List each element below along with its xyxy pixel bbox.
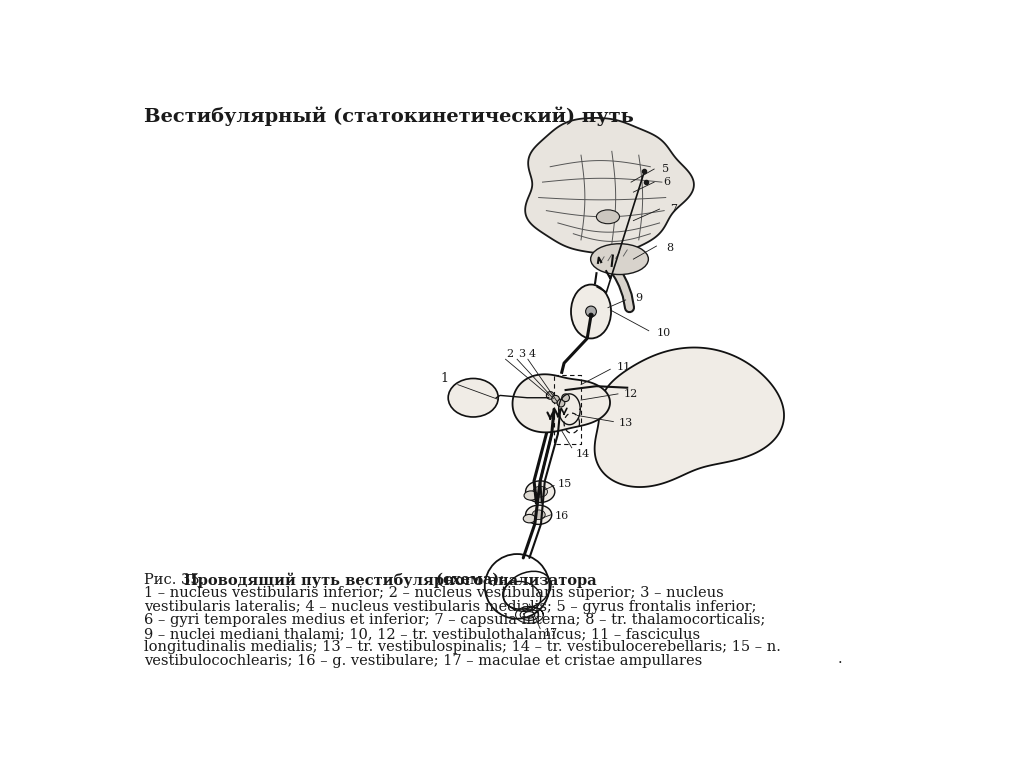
Ellipse shape	[532, 510, 545, 519]
Circle shape	[557, 400, 565, 407]
Ellipse shape	[591, 244, 648, 275]
Circle shape	[586, 306, 596, 317]
Ellipse shape	[596, 210, 620, 224]
Polygon shape	[525, 118, 694, 254]
Text: 16: 16	[555, 512, 569, 522]
Text: 6: 6	[664, 177, 671, 187]
Text: 9 – nuclei mediani thalami; 10, 12 – tr. vestibulothalamicus; 11 – fasciculus: 9 – nuclei mediani thalami; 10, 12 – tr.…	[144, 627, 700, 640]
Text: vestibulocochlearis; 16 – g. vestibulare; 17 – maculae et cristae ampullares: vestibulocochlearis; 16 – g. vestibulare…	[144, 653, 702, 668]
Text: 9: 9	[635, 293, 642, 303]
Text: longitudinalis medialis; 13 – tr. vestibulospinalis; 14 – tr. vestibulocerebella: longitudinalis medialis; 13 – tr. vestib…	[144, 640, 781, 654]
Text: 8: 8	[666, 242, 673, 252]
Text: 15: 15	[558, 479, 572, 489]
Text: 14: 14	[575, 449, 590, 459]
Text: 13: 13	[618, 418, 633, 428]
Text: 12: 12	[624, 389, 638, 399]
Text: 1: 1	[440, 372, 447, 385]
Polygon shape	[595, 347, 784, 487]
Circle shape	[589, 313, 593, 318]
Text: 11: 11	[616, 362, 631, 372]
Polygon shape	[513, 374, 610, 433]
Text: 6 – gyri temporales medius et inferior; 7 – capsula interna; 8 – tr. thalamocort: 6 – gyri temporales medius et inferior; …	[144, 614, 766, 627]
Circle shape	[552, 396, 559, 403]
Text: 10: 10	[657, 328, 672, 338]
Text: 5: 5	[663, 164, 670, 174]
Text: vestibularis lateralis; 4 – nucleus vestibularis medialis; 5 – gyrus frontalis i: vestibularis lateralis; 4 – nucleus vest…	[144, 600, 757, 614]
Text: Проводящий путь вестибулярного анализатора: Проводящий путь вестибулярного анализато…	[184, 572, 597, 588]
Text: 1 – nucleus vestibularis inferior; 2 – nucleus vestibularis superior; 3 – nucleu: 1 – nucleus vestibularis inferior; 2 – n…	[144, 587, 724, 601]
Text: .: .	[838, 652, 842, 667]
Text: 4: 4	[529, 349, 536, 359]
Ellipse shape	[523, 515, 536, 523]
Text: 2: 2	[507, 349, 514, 359]
Text: 7: 7	[670, 204, 677, 214]
Circle shape	[547, 392, 554, 400]
Text: Рис. 35.: Рис. 35.	[144, 572, 209, 587]
Text: Вестибулярный (статокинетический) путь: Вестибулярный (статокинетический) путь	[144, 107, 634, 126]
Ellipse shape	[449, 378, 499, 417]
Text: 17: 17	[543, 627, 557, 637]
Ellipse shape	[571, 285, 611, 338]
Ellipse shape	[524, 491, 538, 500]
Ellipse shape	[525, 481, 555, 502]
Circle shape	[562, 394, 569, 402]
Ellipse shape	[532, 486, 548, 497]
Ellipse shape	[525, 505, 552, 525]
Text: (схема):: (схема):	[431, 572, 505, 587]
Text: 3: 3	[518, 349, 525, 359]
